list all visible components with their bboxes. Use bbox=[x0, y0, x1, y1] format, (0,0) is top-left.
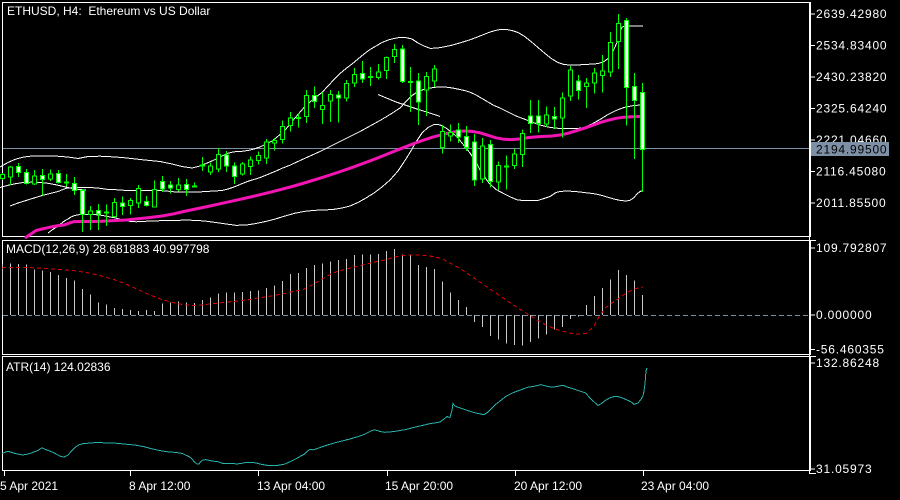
svg-text:2011.85500: 2011.85500 bbox=[816, 196, 887, 210]
svg-text:109.792807: 109.792807 bbox=[816, 241, 887, 255]
svg-text:ATR(14) 124.02836: ATR(14) 124.02836 bbox=[6, 360, 111, 374]
svg-text:2534.83400: 2534.83400 bbox=[816, 39, 887, 53]
svg-text:15 Apr 20:00: 15 Apr 20:00 bbox=[385, 479, 453, 493]
svg-text:2325.64240: 2325.64240 bbox=[816, 102, 887, 116]
svg-text:ETHUSD, H4: Ethereum vs US Do: ETHUSD, H4: Ethereum vs US Dollar bbox=[7, 4, 210, 18]
svg-text:8 Apr 12:00: 8 Apr 12:00 bbox=[129, 479, 191, 493]
svg-text:20 Apr 12:00: 20 Apr 12:00 bbox=[514, 479, 582, 493]
svg-text:2430.23820: 2430.23820 bbox=[816, 70, 887, 84]
svg-text:31.05973: 31.05973 bbox=[816, 462, 872, 476]
svg-text:0.000000: 0.000000 bbox=[816, 308, 872, 322]
svg-text:13 Apr 04:00: 13 Apr 04:00 bbox=[257, 479, 325, 493]
svg-text:MACD(12,26,9) 28.681883 40.997: MACD(12,26,9) 28.681883 40.997798 bbox=[6, 242, 210, 256]
svg-text:132.86248: 132.86248 bbox=[816, 356, 880, 370]
svg-text:23 Apr 04:00: 23 Apr 04:00 bbox=[641, 479, 709, 493]
svg-text:2116.45080: 2116.45080 bbox=[816, 165, 887, 179]
svg-text:5 Apr 2021: 5 Apr 2021 bbox=[0, 479, 58, 493]
svg-text:2194.99500: 2194.99500 bbox=[816, 143, 887, 157]
svg-text:2639.42980: 2639.42980 bbox=[816, 7, 887, 21]
svg-text:-56.460355: -56.460355 bbox=[816, 343, 885, 357]
